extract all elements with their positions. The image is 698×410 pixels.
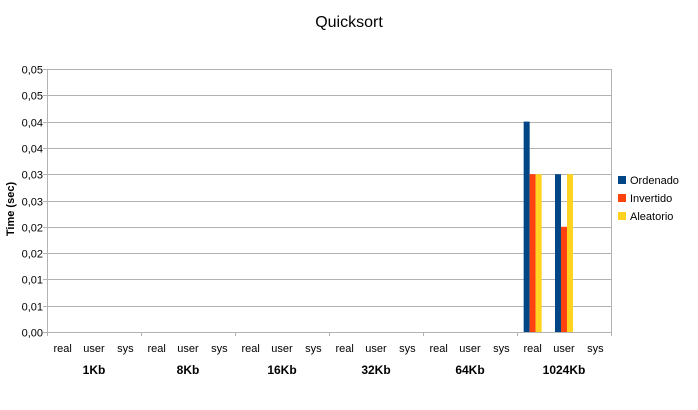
- x-category-label: user: [553, 343, 575, 355]
- x-category-label: real: [241, 343, 259, 355]
- x-category-label: real: [523, 343, 541, 355]
- x-category-label: sys: [587, 343, 604, 355]
- x-category-label: user: [365, 343, 387, 355]
- y-tick-label: 0,03: [22, 170, 43, 182]
- x-category-label: sys: [305, 343, 322, 355]
- bars: [523, 121, 573, 332]
- grid: [47, 69, 612, 333]
- x-category-label: sys: [117, 343, 134, 355]
- x-category-label: user: [271, 343, 293, 355]
- y-tick-label: 0,05: [22, 91, 43, 103]
- x-group-label: 1Kb: [83, 363, 106, 377]
- y-axis-title: Time (sec): [5, 182, 17, 237]
- legend-swatch: [618, 176, 626, 184]
- x-category-label: user: [459, 343, 481, 355]
- bar: [523, 121, 530, 332]
- bar: [535, 174, 542, 332]
- x-category-label: user: [83, 343, 105, 355]
- x-group-label: 32Kb: [361, 363, 390, 377]
- legend-label: Aleatorio: [630, 211, 673, 223]
- y-tick-label: 0,03: [22, 197, 43, 209]
- x-group-label: 64Kb: [455, 363, 484, 377]
- x-category-label: user: [177, 343, 199, 355]
- legend-label: Invertido: [630, 193, 672, 205]
- x-group-label: 8Kb: [177, 363, 200, 377]
- y-tick-label: 0,02: [22, 223, 43, 235]
- legend-label: Ordenado: [630, 175, 679, 187]
- bar: [529, 174, 536, 332]
- legend: Ordenado Invertido Aleatorio: [618, 175, 679, 223]
- x-category-label: real: [53, 343, 71, 355]
- bar: [561, 226, 567, 332]
- x-category-label: sys: [399, 343, 416, 355]
- y-tick-label: 0,02: [22, 249, 43, 261]
- y-tick-label: 0,05: [22, 65, 43, 77]
- bar: [567, 174, 573, 332]
- x-group-label: 16Kb: [267, 363, 296, 377]
- legend-swatch: [618, 212, 626, 220]
- axes: 0,00 0,01 0,01 0,02 0,02 0,03 0,03 0,04 0,04 0,05…: [22, 65, 612, 377]
- x-category-label: sys: [493, 343, 510, 355]
- x-category-label: sys: [211, 343, 228, 355]
- bar: [555, 174, 561, 332]
- x-category-label: real: [429, 343, 447, 355]
- y-tick-label: 0,01: [22, 302, 43, 314]
- y-tick-label: 0,04: [22, 118, 43, 130]
- y-tick-label: 0,01: [22, 275, 43, 287]
- x-category-label: real: [335, 343, 353, 355]
- chart-title: Quicksort: [315, 14, 383, 31]
- x-category-label: real: [147, 343, 165, 355]
- y-tick-label: 0,00: [22, 328, 43, 340]
- legend-swatch: [618, 194, 626, 202]
- y-tick-label: 0,04: [22, 144, 43, 156]
- x-group-label: 1024Kb: [543, 363, 586, 377]
